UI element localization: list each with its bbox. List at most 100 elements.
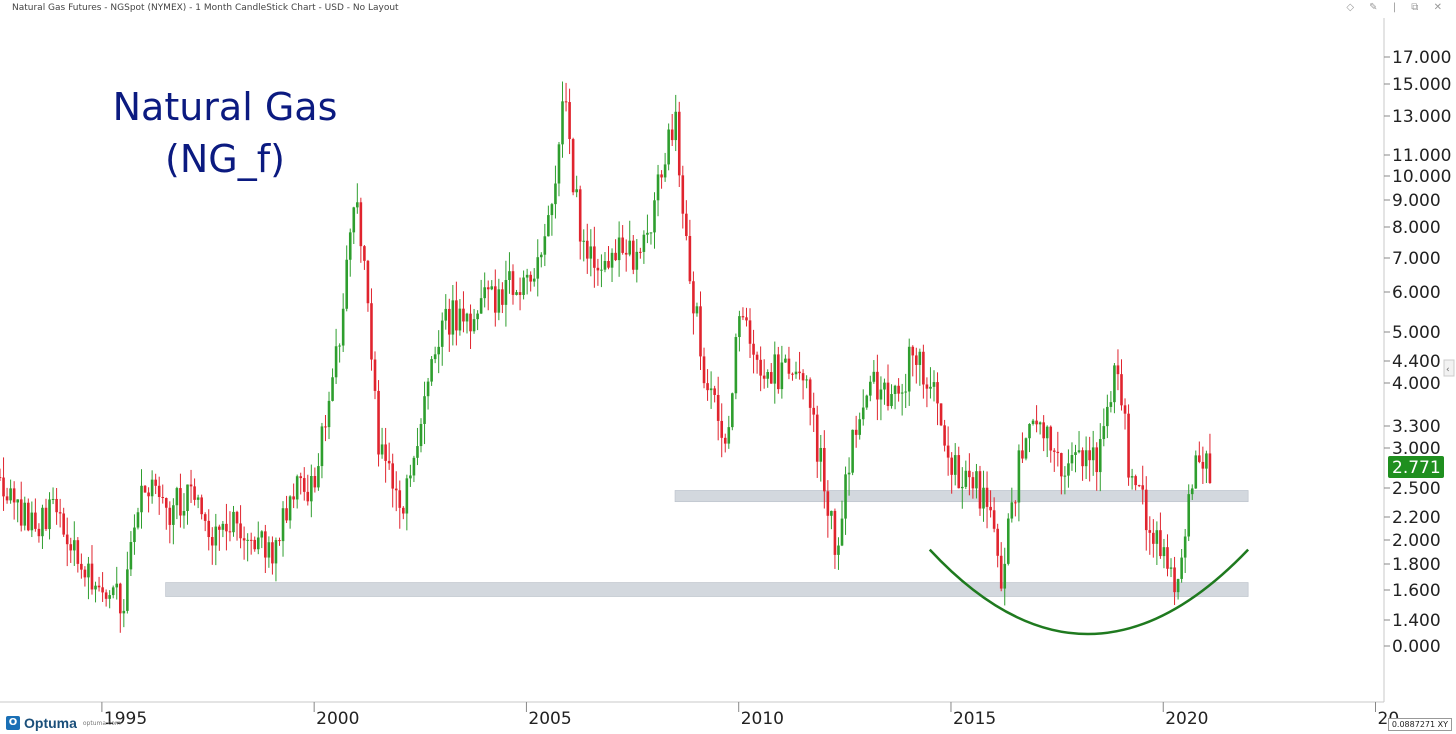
candle (600, 254, 603, 288)
candle (554, 165, 557, 219)
y-tick-label: 1.800 (1392, 555, 1441, 575)
candle (932, 370, 936, 402)
candle (16, 499, 19, 523)
candle (221, 521, 225, 538)
candle (83, 566, 87, 587)
candle (143, 485, 147, 493)
candle (808, 377, 812, 426)
candle (865, 394, 869, 410)
candle (624, 239, 628, 272)
current-price-box (1388, 456, 1444, 478)
candle (957, 446, 961, 489)
candle (897, 378, 900, 402)
annotation-title: Natural Gas (113, 85, 338, 129)
candle (1060, 452, 1063, 495)
candle (313, 467, 317, 493)
candle (960, 467, 964, 509)
candle (1205, 450, 1208, 484)
candle (501, 282, 504, 314)
candle (1180, 549, 1183, 583)
candle (402, 506, 405, 520)
candle (348, 228, 352, 277)
candle (164, 497, 168, 530)
candle (207, 509, 211, 551)
candle (256, 521, 260, 555)
x-tick-label: 1995 (104, 709, 147, 729)
candle (773, 341, 777, 404)
candle (798, 351, 801, 380)
candle (5, 487, 9, 504)
candle (819, 434, 823, 482)
candle (968, 453, 971, 496)
y-tick-label: 7.000 (1392, 249, 1441, 269)
y-tick-label: 3.000 (1392, 439, 1441, 459)
candle (872, 360, 876, 384)
brand-logo: O Optuma optuma.com (6, 715, 121, 731)
candle (0, 468, 2, 481)
candle (1187, 484, 1191, 542)
candle (122, 599, 126, 628)
candle (869, 375, 872, 402)
candle (1173, 556, 1176, 605)
candle (1123, 398, 1127, 430)
candle (1049, 425, 1053, 463)
candle (356, 183, 359, 214)
candle (292, 483, 295, 509)
candle (1120, 359, 1123, 411)
candle (943, 419, 946, 452)
candle (918, 348, 922, 386)
candle (745, 307, 748, 327)
candle (582, 229, 586, 262)
candle (193, 478, 196, 506)
candle (133, 514, 136, 555)
candle (1159, 512, 1162, 559)
candle (617, 221, 621, 277)
candle (904, 373, 907, 409)
candle (295, 474, 299, 509)
window-controls[interactable]: ◇ ✎ | ⧉ ✕ (1346, 2, 1448, 13)
candle (285, 495, 288, 524)
candle (568, 88, 571, 155)
candle (196, 494, 200, 509)
candle (695, 302, 699, 317)
candle (69, 537, 73, 563)
candle (94, 581, 97, 603)
candle (1038, 421, 1042, 435)
candle (709, 371, 713, 409)
candle (228, 511, 232, 542)
candle (525, 268, 529, 295)
scroll-arrow[interactable]: ‹ (1443, 359, 1455, 377)
candle (734, 333, 738, 400)
x-axis-ticks: 19952000200520102015202020 (101, 702, 1399, 729)
candle (51, 487, 55, 505)
candle (699, 291, 702, 371)
y-tick-label: 11.000 (1392, 146, 1451, 166)
candle (631, 235, 635, 275)
candle (784, 354, 787, 363)
candle (536, 239, 540, 297)
candle (504, 260, 508, 327)
candle (907, 338, 911, 406)
candle (777, 346, 780, 394)
candle (1088, 436, 1091, 482)
candle (946, 426, 950, 476)
candle (341, 293, 345, 352)
candle (101, 572, 104, 602)
candle (840, 500, 844, 547)
candle (561, 81, 564, 158)
candle (136, 507, 140, 530)
candle (1141, 465, 1145, 505)
candle (380, 427, 384, 459)
candle (493, 269, 497, 327)
candle (1137, 484, 1141, 488)
logo-url: optuma.com (82, 719, 121, 727)
candle (41, 504, 44, 549)
candle (281, 501, 285, 557)
candle (97, 576, 101, 592)
candle (883, 378, 886, 405)
candle (1176, 578, 1180, 600)
candle (720, 403, 724, 458)
candle (87, 556, 90, 600)
candle (391, 453, 394, 508)
candle (1194, 450, 1198, 489)
